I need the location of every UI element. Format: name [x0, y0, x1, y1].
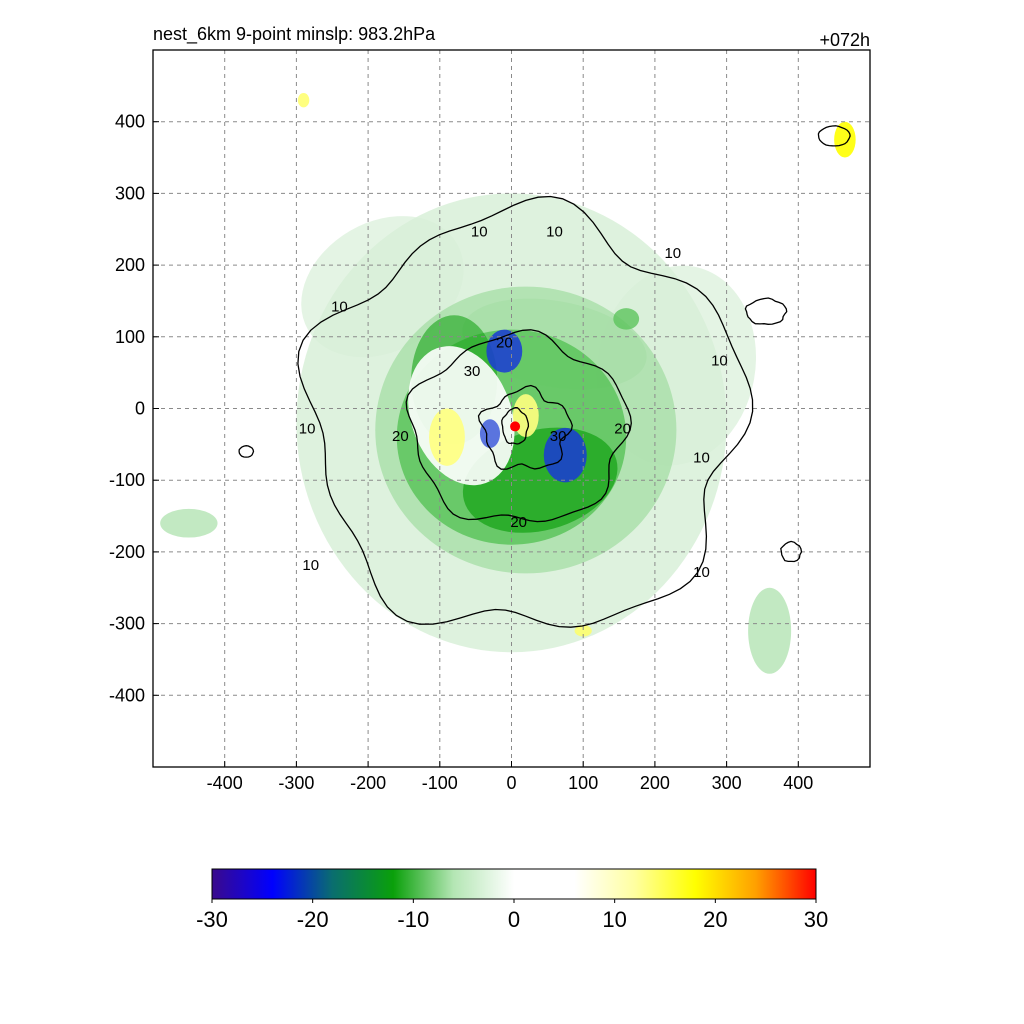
y-tick-label: 0 [135, 399, 145, 419]
shade-yellow-nw [297, 93, 310, 108]
contour-label: 10 [693, 449, 710, 466]
x-axis: -400 -300 -200 -100 0 100 200 300 400 [207, 761, 813, 793]
x-tick-label: 0 [506, 773, 516, 793]
x-tick-label: -200 [350, 773, 386, 793]
contour-label: 30 [550, 428, 567, 445]
contour-w [238, 445, 255, 458]
y-tick-label: 400 [115, 112, 145, 132]
x-tick-label: -400 [207, 773, 243, 793]
shade-blue-south [543, 427, 587, 483]
colorbar-tick-label: 10 [602, 907, 626, 932]
y-tick-label: -300 [109, 614, 145, 634]
contour-label: 10 [299, 421, 316, 438]
shade-nw-band [301, 216, 464, 358]
contour-label: 20 [614, 421, 631, 438]
contour-e [744, 297, 788, 325]
contour-label: 10 [302, 557, 319, 574]
colorbar-tick-label: -30 [196, 907, 228, 932]
x-tick-label: 100 [568, 773, 598, 793]
contour-label: 30 [464, 363, 481, 380]
contour-label: 20 [510, 514, 527, 531]
contour-label: 10 [664, 245, 681, 262]
center-marker-group [510, 421, 521, 432]
y-tick-label: -200 [109, 542, 145, 562]
contour-label: 10 [331, 299, 348, 316]
contour-30 [477, 384, 573, 470]
chart-title-right: +072h [819, 30, 870, 50]
contour-ne [817, 125, 851, 147]
x-tick-label: 300 [712, 773, 742, 793]
contour-lines: 10 10 10 10 10 10 10 10 10 20 20 20 20 30 30 [238, 125, 851, 628]
contour-label: 10 [471, 223, 488, 240]
shade-far-west [160, 508, 218, 538]
contour-label: 10 [693, 564, 710, 581]
shade-yellow-ne [834, 121, 856, 158]
contour-se [780, 540, 803, 563]
shaded-field [160, 93, 856, 674]
shade-far-se [748, 587, 792, 674]
contour-label: 10 [711, 352, 728, 369]
colorbar [211, 868, 817, 900]
contour-20 [405, 329, 632, 523]
contour-10 [297, 195, 754, 628]
shade-yellow-west [429, 408, 465, 466]
x-tick-label: -100 [422, 773, 458, 793]
x-tick-label: -300 [278, 773, 314, 793]
shade-blue-north [486, 329, 523, 373]
y-tick-label: 200 [115, 255, 145, 275]
colorbar-tick-label: -10 [397, 907, 429, 932]
x-tick-label: 400 [783, 773, 813, 793]
chart-title-left: nest_6km 9-point minslp: 983.2hPa [153, 24, 436, 45]
shade-yellow-s [574, 625, 592, 637]
y-tick-label: -400 [109, 685, 145, 705]
colorbar-tick-label: -20 [297, 907, 329, 932]
contour-inner [501, 406, 530, 445]
y-tick-label: 100 [115, 327, 145, 347]
shade-blue-inner [479, 419, 501, 448]
contour-label: 10 [546, 223, 563, 240]
colorbar-tick-label: 20 [703, 907, 727, 932]
colorbar-tick-label: 30 [804, 907, 828, 932]
y-tick-label: -100 [109, 470, 145, 490]
y-axis: 400 300 200 100 0 -100 -200 -300 -400 [109, 112, 159, 705]
shade-ne-cell [613, 308, 640, 330]
x-tick-label: 200 [640, 773, 670, 793]
colorbar-ticks: -30 -20 -10 0 10 20 30 [196, 899, 828, 932]
center-marker [510, 421, 521, 432]
y-tick-label: 300 [115, 183, 145, 203]
colorbar-tick-label: 0 [508, 907, 520, 932]
contour-label: 20 [392, 428, 409, 445]
contour-label: 20 [496, 335, 513, 352]
